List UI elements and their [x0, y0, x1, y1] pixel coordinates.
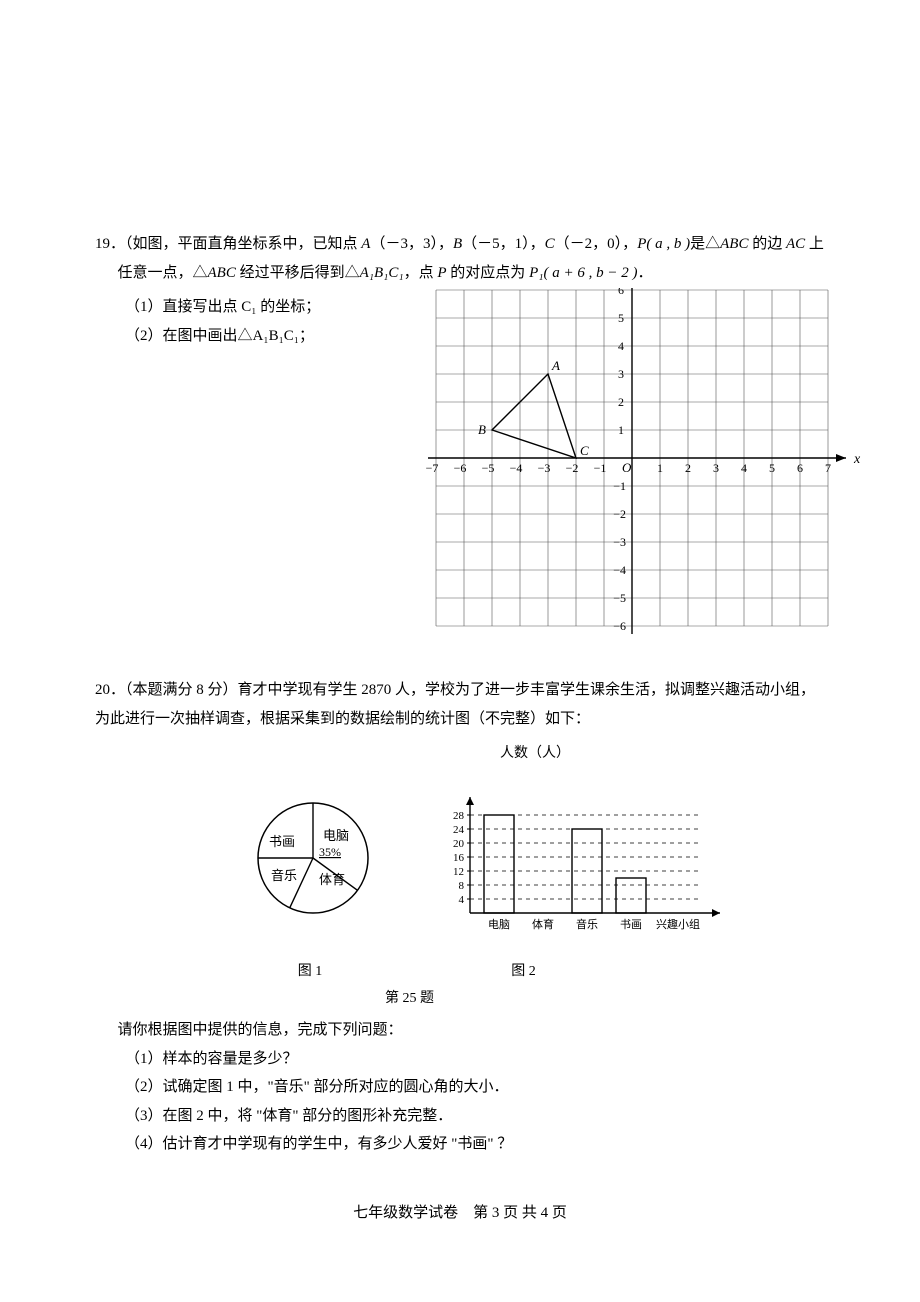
svg-text:20: 20 — [453, 838, 465, 850]
q20-p2: （2）试确定图 1 中，"音乐" 部分所对应的圆心角的大小． — [95, 1073, 825, 1102]
svg-text:−6: −6 — [454, 461, 467, 475]
svg-text:6: 6 — [797, 461, 803, 475]
svg-text:1: 1 — [657, 461, 663, 475]
svg-text:−1: −1 — [613, 479, 626, 493]
svg-text:16: 16 — [453, 852, 465, 864]
svg-text:A: A — [551, 358, 560, 373]
svg-text:4: 4 — [741, 461, 747, 475]
fig-labels: 图 1 图 2 — [235, 959, 825, 986]
svg-text:−3: −3 — [613, 535, 626, 549]
svg-text:−3: −3 — [538, 461, 551, 475]
svg-text:−2: −2 — [613, 507, 626, 521]
svg-text:电脑: 电脑 — [323, 828, 349, 843]
q19-number: 19． — [95, 236, 125, 252]
svg-text:兴趣小组: 兴趣小组 — [656, 917, 700, 931]
svg-text:12: 12 — [453, 866, 464, 878]
q20-number: 20． — [95, 682, 125, 698]
q20-p1: （1）样本的容量是多少？ — [95, 1045, 825, 1074]
svg-text:C: C — [580, 443, 589, 458]
q19-stem-line1: 19．（如图，平面直角坐标系中，已知点 A（－3，3），B（－5，1），C（－2… — [95, 230, 825, 259]
svg-text:4: 4 — [618, 339, 624, 353]
svg-text:6: 6 — [618, 288, 624, 297]
page-content: 19．（如图，平面直角坐标系中，已知点 A（－3，3），B（－5，1），C（－2… — [0, 0, 920, 1159]
svg-text:音乐: 音乐 — [576, 917, 598, 931]
svg-text:28: 28 — [453, 810, 465, 822]
svg-text:−4: −4 — [510, 461, 523, 475]
svg-text:B: B — [478, 422, 486, 437]
q20-stem-line1: 20．（本题满分 8 分）育才中学现有学生 2870 人，学校为了进一步丰富学生… — [95, 676, 825, 705]
charts-row: 人数（人）电脑35%书画音乐体育481216202428电脑体育音乐书画兴趣小组 — [235, 743, 825, 953]
svg-text:8: 8 — [459, 880, 465, 892]
q20-p3: （3）在图 2 中，将 "体育" 部分的图形补充完整． — [95, 1102, 825, 1131]
question-20: 20．（本题满分 8 分）育才中学现有学生 2870 人，学校为了进一步丰富学生… — [95, 676, 825, 1159]
svg-text:7: 7 — [825, 461, 831, 475]
svg-text:−2: −2 — [566, 461, 579, 475]
svg-text:书画: 书画 — [620, 918, 642, 931]
svg-text:−5: −5 — [482, 461, 495, 475]
svg-text:人数（人）: 人数（人） — [500, 745, 570, 761]
svg-text:体育: 体育 — [319, 872, 345, 887]
svg-text:1: 1 — [618, 423, 624, 437]
svg-text:−6: −6 — [613, 619, 626, 633]
svg-text:5: 5 — [769, 461, 775, 475]
svg-text:24: 24 — [453, 824, 465, 836]
page-footer: 七年级数学试卷 第 3 页 共 4 页 — [0, 1199, 920, 1228]
q20-p4: （4）估计育才中学现有的学生中，有多少人爱好 "书画" ？ — [95, 1130, 825, 1159]
svg-text:35%: 35% — [319, 845, 341, 859]
coordinate-grid-svg: −7 −6 −5 −4 −3 −2 −1 1 2 3 4 5 6 7 1 2 3 4 5 6 −1 −2 −3 −4 −5 −6 O… — [405, 288, 885, 648]
svg-text:2: 2 — [618, 395, 624, 409]
svg-text:4: 4 — [459, 894, 465, 906]
svg-text:x: x — [853, 452, 861, 467]
svg-text:音乐: 音乐 — [271, 868, 297, 883]
svg-text:−4: −4 — [613, 563, 626, 577]
svg-text:3: 3 — [618, 367, 624, 381]
svg-text:−5: −5 — [613, 591, 626, 605]
coord-chart: −7−6−5−4−3−2−11234567123456−1−2−3−4−5−6O… — [405, 288, 825, 648]
q20-lead: 请你根据图中提供的信息，完成下列问题： — [95, 1016, 825, 1045]
svg-text:体育: 体育 — [532, 917, 554, 931]
fig-note: 第 25 题 — [235, 986, 825, 1013]
svg-text:−1: −1 — [594, 461, 607, 475]
question-19: 19．（如图，平面直角坐标系中，已知点 A（－3，3），B（－5，1），C（－2… — [95, 230, 825, 648]
svg-text:2: 2 — [685, 461, 691, 475]
svg-text:电脑: 电脑 — [488, 918, 510, 931]
svg-text:书画: 书画 — [269, 834, 295, 849]
q19-stem-line2: 任意一点，△ABC 经过平移后得到△A₁B₁C₁，点 P 的对应点为 P₁( a… — [95, 259, 825, 288]
q20-stem-line2: 为此进行一次抽样调查，根据采集到的数据绘制的统计图（不完整）如下： — [95, 705, 825, 734]
svg-text:5: 5 — [618, 311, 624, 325]
svg-text:O: O — [622, 460, 632, 475]
pie-bar-svg: 人数（人）电脑35%书画音乐体育481216202428电脑体育音乐书画兴趣小组 — [235, 743, 755, 953]
svg-text:−7: −7 — [426, 461, 439, 475]
svg-text:3: 3 — [713, 461, 719, 475]
